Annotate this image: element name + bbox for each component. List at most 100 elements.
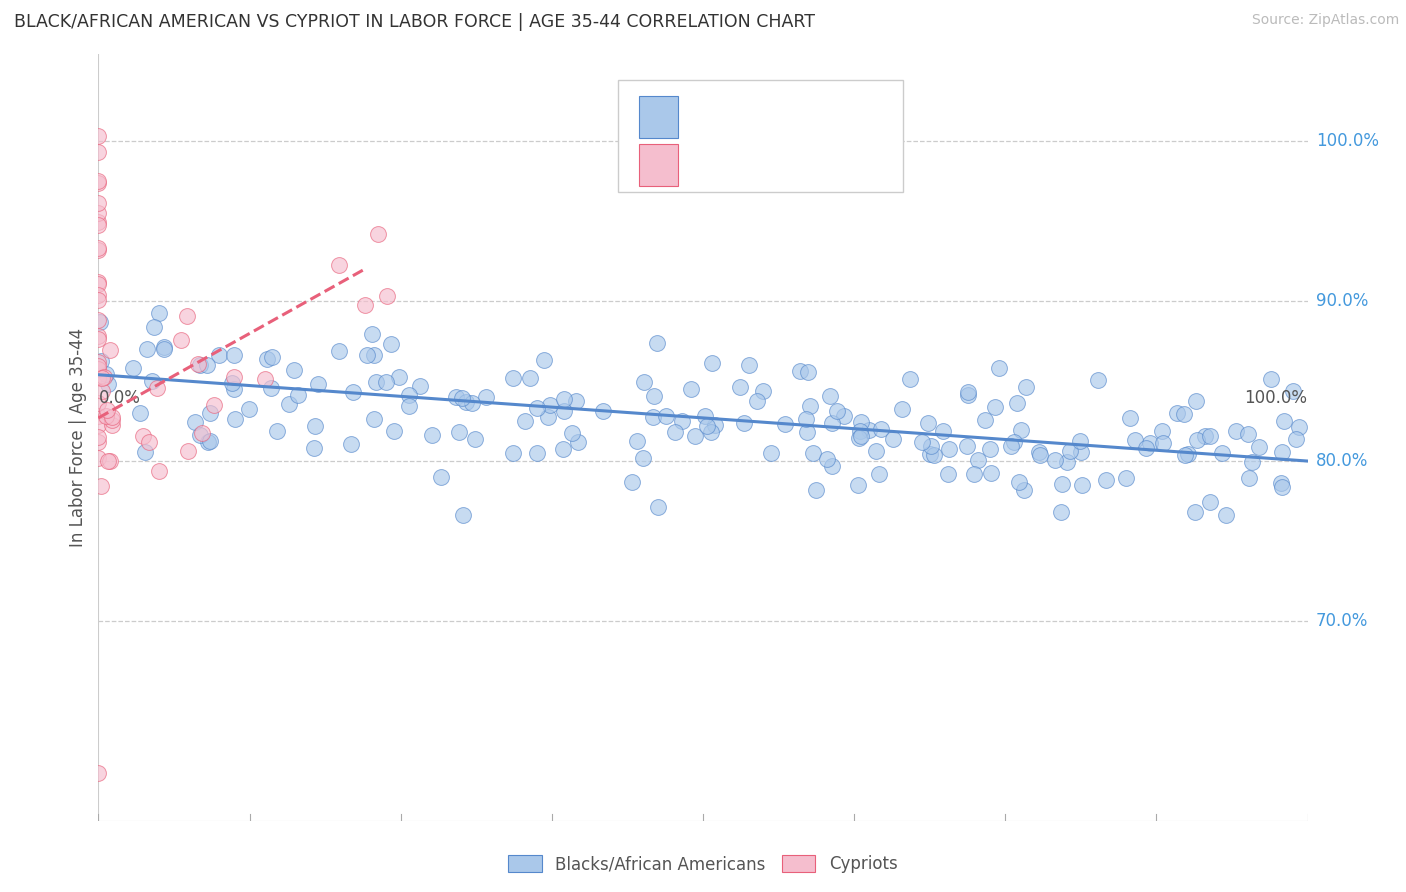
Point — [664, 425, 686, 440]
Text: 80.0%: 80.0% — [1316, 452, 1368, 470]
Point — [87, 218, 110, 232]
Point — [260, 380, 283, 394]
Point — [87, 765, 110, 780]
Point — [430, 469, 453, 483]
Point — [136, 342, 159, 356]
Point — [307, 376, 329, 391]
Point — [253, 372, 276, 386]
Point — [679, 382, 702, 396]
Text: -0.514: -0.514 — [730, 108, 794, 127]
Point — [502, 446, 524, 460]
Point — [87, 418, 110, 433]
Point — [176, 309, 198, 323]
Point — [1153, 436, 1175, 450]
Point — [200, 434, 222, 448]
Point — [789, 364, 811, 378]
Point — [796, 425, 818, 440]
Point — [821, 417, 844, 431]
Point — [898, 372, 921, 386]
Point — [870, 422, 893, 436]
Point — [536, 410, 558, 425]
Point — [461, 396, 484, 410]
Point — [920, 439, 942, 453]
Point — [683, 429, 706, 443]
Point — [848, 431, 870, 445]
Point — [671, 414, 693, 428]
Point — [693, 409, 716, 423]
Point — [980, 467, 1002, 481]
Point — [87, 277, 110, 292]
Point — [87, 196, 110, 211]
Point — [890, 401, 912, 416]
Point — [87, 396, 110, 410]
Point — [1004, 435, 1026, 450]
Point — [382, 424, 405, 438]
Point — [374, 375, 396, 389]
Point — [737, 358, 759, 372]
Point — [97, 377, 120, 392]
Point — [98, 454, 121, 468]
Point — [134, 445, 156, 459]
Point — [342, 384, 364, 399]
Text: R =: R = — [688, 156, 727, 174]
Point — [1271, 480, 1294, 494]
Point — [804, 483, 827, 497]
Point — [170, 333, 193, 347]
Point — [148, 464, 170, 478]
Point — [553, 404, 575, 418]
Point — [1010, 423, 1032, 437]
Legend: Blacks/African Americans, Cypriots: Blacks/African Americans, Cypriots — [501, 847, 905, 881]
Point — [89, 315, 111, 329]
Point — [592, 404, 614, 418]
Point — [304, 418, 326, 433]
Point — [620, 475, 643, 489]
Point — [733, 416, 755, 430]
Point — [1050, 505, 1073, 519]
Text: 100.0%: 100.0% — [1244, 389, 1308, 407]
Point — [87, 275, 110, 289]
Point — [152, 340, 174, 354]
Point — [224, 383, 246, 397]
Point — [141, 374, 163, 388]
Point — [200, 406, 222, 420]
Point — [93, 370, 115, 384]
Point — [702, 356, 724, 370]
Point — [966, 453, 988, 467]
Point — [188, 428, 211, 442]
Point — [87, 430, 110, 444]
Point — [87, 409, 110, 424]
Text: 100.0%: 100.0% — [1316, 132, 1379, 151]
Point — [375, 288, 398, 302]
Point — [868, 467, 890, 482]
Point — [920, 447, 942, 461]
Point — [699, 425, 721, 439]
Text: 0.0%: 0.0% — [98, 389, 141, 407]
Point — [1272, 414, 1295, 428]
Point — [643, 389, 665, 403]
Point — [799, 399, 821, 413]
Point — [142, 319, 165, 334]
Point — [1070, 478, 1092, 492]
Point — [747, 394, 769, 409]
Point — [87, 128, 110, 143]
Point — [356, 348, 378, 362]
Point — [1198, 494, 1220, 508]
Point — [87, 176, 110, 190]
Point — [87, 145, 110, 160]
Point — [101, 413, 124, 427]
Point — [1237, 471, 1260, 485]
Point — [87, 215, 110, 229]
FancyBboxPatch shape — [619, 80, 903, 192]
Point — [1069, 434, 1091, 448]
Bar — [638, 144, 678, 186]
Text: BLACK/AFRICAN AMERICAN VS CYPRIOT IN LABOR FORCE | AGE 35-44 CORRELATION CHART: BLACK/AFRICAN AMERICAN VS CYPRIOT IN LAB… — [14, 13, 815, 31]
Point — [917, 416, 939, 430]
Point — [208, 348, 231, 362]
Point — [188, 358, 211, 372]
Point — [1028, 448, 1050, 462]
Point — [827, 404, 849, 418]
Text: 0.220: 0.220 — [730, 156, 793, 174]
Point — [1215, 508, 1237, 523]
Point — [101, 417, 124, 432]
Point — [87, 359, 110, 373]
